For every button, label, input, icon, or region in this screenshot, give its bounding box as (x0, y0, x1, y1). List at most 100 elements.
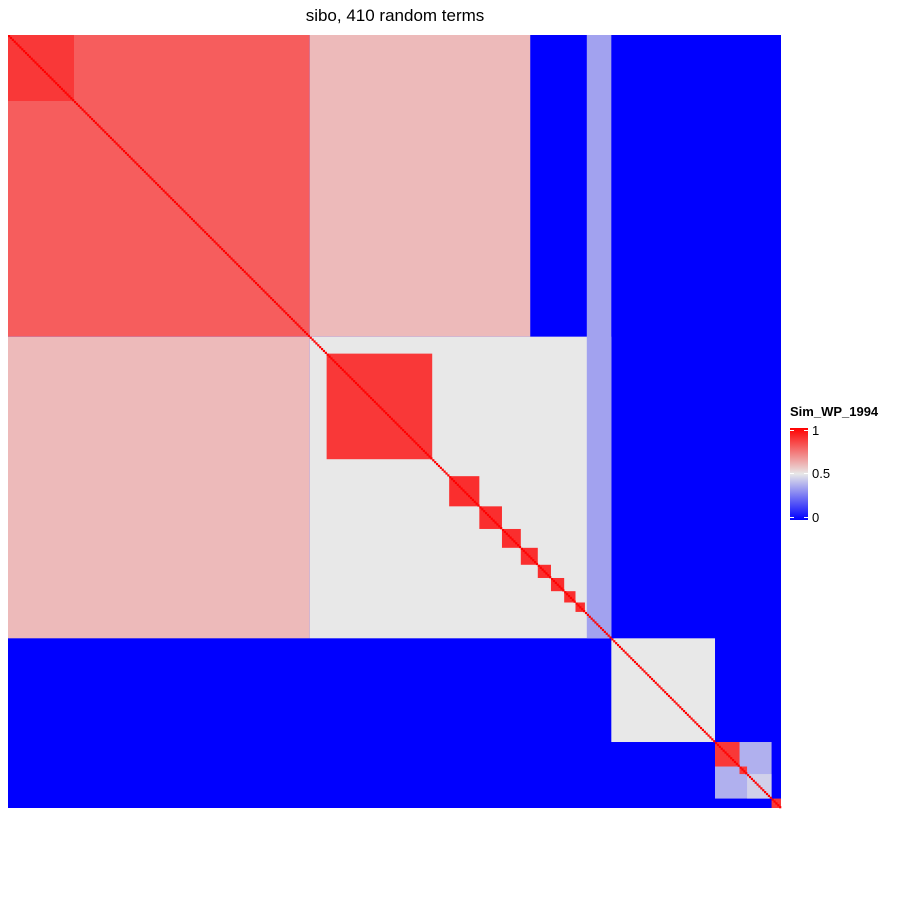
heatmap-diagonal-cell (413, 440, 416, 443)
heatmap-diagonal-cell (505, 532, 508, 535)
heatmap-diagonal-cell (145, 172, 148, 175)
heatmap-diagonal-cell (509, 536, 512, 539)
legend-tick-mark-left (790, 517, 794, 518)
heatmap-diagonal-cell (705, 732, 708, 735)
heatmap-diagonal-cell (771, 798, 774, 801)
heatmap-diagonal-cell (439, 466, 442, 469)
heatmap-diagonal-cell (354, 381, 358, 385)
heatmap-diagonal-cell (445, 472, 448, 475)
heatmap-diagonal-cell (728, 755, 731, 758)
heatmap-diagonal-cell (686, 713, 689, 716)
heatmap-diagonal-cell (155, 182, 158, 185)
heatmap-diagonal-cell (83, 110, 86, 113)
heatmap-diagonal-cell (339, 366, 343, 370)
heatmap-diagonal-cell (55, 82, 58, 85)
heatmap-diagonal-cell (192, 219, 195, 222)
heatmap-diagonal-cell (249, 276, 252, 279)
heatmap-diagonal-cell (319, 346, 322, 349)
heatmap-diagonal-cell (690, 717, 693, 720)
heatmap-diagonal-cell (507, 534, 510, 537)
heatmap-diagonal-cell (581, 608, 584, 611)
heatmap-diagonal-cell (68, 95, 71, 98)
heatmap-diagonal-cell (737, 764, 740, 767)
heatmap-diagonal-cell (665, 692, 669, 696)
heatmap-diagonal-cell (658, 685, 661, 688)
heatmap-diagonal-cell (452, 479, 456, 483)
heatmap-diagonal-cell (123, 150, 126, 153)
heatmap-diagonal-cell (23, 50, 26, 53)
heatmap-diagonal-cell (258, 285, 261, 288)
heatmap-diagonal-cell (434, 461, 437, 464)
heatmap-diagonal-cell (762, 789, 765, 792)
heatmap-diagonal-cell (566, 593, 569, 596)
heatmap-diagonal-cell (134, 161, 137, 164)
heatmap-block (586, 35, 612, 639)
heatmap-diagonal-cell (765, 792, 769, 796)
heatmap-diagonal-cell (375, 402, 378, 405)
heatmap-diagonal-cell (673, 700, 676, 703)
heatmap-diagonal-cell (603, 630, 606, 633)
heatmap-diagonal-cell (537, 564, 540, 567)
heatmap-diagonal-cell (654, 681, 657, 684)
heatmap-diagonal-cell (498, 525, 501, 528)
heatmap-diagonal-cell (204, 231, 207, 234)
heatmap-diagonal-cell (692, 719, 695, 722)
heatmap-diagonal-cell (90, 117, 94, 121)
heatmap-diagonal-cell (158, 185, 162, 189)
heatmap-diagonal-cell (121, 148, 124, 151)
heatmap-diagonal-cell (611, 638, 614, 641)
heatmap-diagonal-cell (481, 508, 484, 511)
heatmap-diagonal-cell (699, 726, 703, 730)
heatmap-diagonal-cell (211, 238, 214, 241)
heatmap-diagonal-cell (400, 427, 403, 430)
heatmap-diagonal-cell (32, 59, 35, 62)
heatmap-diagonal-cell (115, 142, 118, 145)
heatmap-diagonal-cell (311, 338, 314, 341)
heatmap-diagonal-cell (607, 634, 610, 637)
heatmap-diagonal-cell (443, 470, 446, 473)
heatmap-diagonal-cell (217, 244, 220, 247)
heatmap-diagonal-cell (500, 527, 503, 530)
heatmap-diagonal-cell (554, 581, 557, 584)
heatmap-diagonal-cell (151, 178, 154, 181)
heatmap-diagonal-cell (556, 583, 559, 586)
heatmap-diagonal-cell (79, 106, 82, 109)
heatmap-diagonal-cell (264, 291, 267, 294)
heatmap-diagonal-cell (313, 340, 316, 343)
heatmap-diagonal-cell (483, 510, 486, 513)
heatmap-diagonal-cell (451, 478, 454, 481)
heatmap-diagonal-cell (411, 438, 414, 441)
heatmap-diagonal-cell (139, 166, 143, 170)
heatmap-diagonal-cell (449, 476, 452, 479)
heatmap-diagonal-cell (660, 687, 663, 690)
heatmap-diagonal-cell (454, 481, 458, 485)
heatmap-diagonal-cell (639, 666, 642, 669)
heatmap-diagonal-cell (360, 387, 363, 390)
heatmap-diagonal-cell (518, 545, 522, 549)
heatmap-diagonal-cell (731, 758, 735, 762)
heatmap-diagonal-cell (486, 513, 490, 517)
heatmap-diagonal-cell (13, 40, 16, 43)
heatmap-diagonal-cell (30, 57, 33, 60)
heatmap-diagonal-cell (386, 413, 390, 417)
heatmap-diagonal-cell (535, 562, 539, 566)
heatmap-diagonal-cell (573, 600, 576, 603)
heatmap-diagonal-cell (620, 647, 623, 650)
heatmap-diagonal-cell (558, 585, 561, 588)
heatmap-diagonal-cell (345, 372, 348, 375)
heatmap-diagonal-cell (530, 557, 533, 560)
heatmap-diagonal-cell (170, 197, 173, 200)
heatmap-diagonal-cell (584, 611, 588, 615)
heatmap-diagonal-cell (718, 745, 721, 748)
heatmap-diagonal-cell (9, 36, 13, 40)
heatmap-diagonal-cell (262, 289, 265, 292)
heatmap-diagonal-cell (526, 553, 529, 556)
heatmap-diagonal-cell (26, 53, 30, 57)
heatmap-diagonal-cell (456, 483, 459, 486)
heatmap-diagonal-cell (172, 199, 175, 202)
heatmap-diagonal-cell (688, 715, 691, 718)
heatmap-diagonal-cell (381, 408, 384, 411)
heatmap-diagonal-cell (326, 353, 329, 356)
heatmap-diagonal-cell (662, 689, 665, 692)
heatmap-diagonal-cell (422, 449, 425, 452)
